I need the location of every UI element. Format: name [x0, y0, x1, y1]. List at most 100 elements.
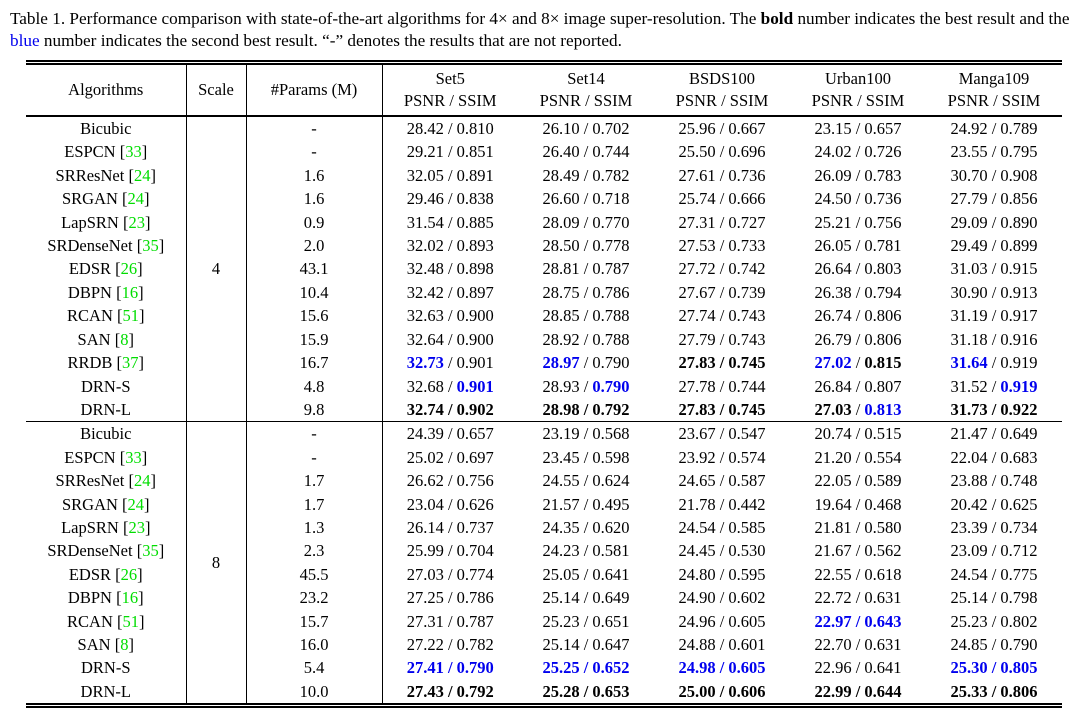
psnr-ssim-cell: 23.92 / 0.574	[654, 446, 790, 469]
ssim-value: 0.718	[592, 189, 630, 209]
algorithm-label: RRDB	[67, 353, 113, 373]
ssim-value: 0.770	[592, 212, 630, 232]
psnr-ssim-cell: 27.67 / 0.739	[654, 281, 790, 304]
params-value: -	[246, 445, 383, 470]
citation-link[interactable]: 24	[127, 494, 145, 514]
psnr-value: 29.21	[406, 142, 444, 162]
ssim-value: 0.733	[728, 236, 766, 256]
psnr-ssim-cell: 26.64 / 0.803	[790, 257, 926, 280]
caption-text-3: number indicates the second best result.…	[39, 31, 622, 51]
algorithm-name: RRDB [37]	[26, 351, 187, 375]
psnr-value: 22.70	[814, 634, 852, 654]
algorithm-name: SRGAN [24]	[26, 187, 187, 211]
psnr-ssim-cell: 25.99 / 0.704	[382, 539, 518, 562]
citation-link[interactable]: 26	[120, 259, 138, 279]
citation-link[interactable]: 24	[133, 165, 151, 185]
ssim-value: 0.574	[728, 447, 766, 467]
psnr-ssim-cell: 31.19 / 0.917	[926, 304, 1062, 327]
value-separator: /	[443, 588, 457, 608]
params-value: 1.7	[246, 492, 383, 516]
value-separator: /	[579, 541, 593, 561]
citation-link[interactable]: 33	[125, 142, 142, 162]
psnr-ssim-cell: 27.31 / 0.787	[382, 610, 518, 633]
ssim-value: 0.756	[456, 471, 494, 491]
psnr-ssim-cell: 28.93 / 0.790	[518, 375, 654, 398]
citation-link[interactable]: 35	[142, 541, 159, 561]
citation-link[interactable]: 24	[133, 471, 151, 491]
value-separator: /	[579, 424, 593, 444]
value-separator: /	[579, 376, 593, 396]
value-separator: /	[851, 517, 865, 537]
value-separator: /	[579, 681, 593, 701]
citation-link[interactable]: 33	[125, 447, 142, 467]
psnr-ssim-cell: 20.42 / 0.625	[926, 493, 1062, 516]
psnr-ssim-cell: 28.85 / 0.788	[518, 304, 654, 327]
psnr-ssim-cell: 23.15 / 0.657	[790, 116, 926, 140]
citation-link[interactable]: 23	[128, 517, 145, 537]
psnr-value: 25.30	[950, 658, 988, 678]
psnr-value: 27.61	[678, 165, 716, 185]
algorithm-label: SRResNet	[55, 471, 125, 491]
value-separator: /	[987, 399, 1001, 419]
value-separator: /	[987, 259, 1001, 279]
citation-link[interactable]: 51	[122, 611, 139, 631]
params-value: 16.7	[246, 351, 383, 375]
value-separator: /	[443, 658, 457, 678]
citation-link[interactable]: 51	[122, 306, 139, 326]
citation-link[interactable]: 8	[120, 634, 129, 654]
ssim-value: 0.568	[592, 424, 630, 444]
ssim-value: 0.893	[456, 236, 494, 256]
psnr-ssim-cell: 32.64 / 0.900	[382, 328, 518, 351]
ssim-value: 0.442	[728, 494, 766, 514]
value-separator: /	[579, 236, 593, 256]
psnr-ssim-cell: 24.85 / 0.790	[926, 633, 1062, 656]
metric-label: PSNR / SSIM	[403, 91, 497, 111]
value-separator: /	[715, 329, 729, 349]
psnr-value: 32.64	[406, 329, 444, 349]
psnr-value: 31.03	[950, 259, 988, 279]
psnr-value: 27.43	[406, 681, 444, 701]
ssim-value: 0.620	[592, 517, 630, 537]
citation-link[interactable]: 24	[127, 189, 145, 209]
citation-link[interactable]: 16	[121, 588, 139, 608]
psnr-value: 29.49	[950, 236, 988, 256]
ssim-value: 0.625	[1000, 494, 1038, 514]
value-separator: /	[851, 353, 865, 373]
params-value: 1.6	[246, 187, 383, 211]
algorithm-label: SRDenseNet	[47, 541, 133, 561]
value-separator: /	[443, 517, 457, 537]
psnr-value: 23.67	[678, 424, 716, 444]
ssim-value: 0.605	[728, 658, 766, 678]
ssim-value: 0.726	[864, 142, 902, 162]
citation-link[interactable]: 16	[121, 282, 139, 302]
value-separator: /	[579, 353, 593, 373]
ssim-value: 0.643	[864, 611, 902, 631]
ssim-value: 0.631	[864, 588, 902, 608]
dataset-name: Set5	[435, 68, 465, 88]
citation-link[interactable]: 37	[122, 353, 139, 373]
psnr-value: 27.53	[678, 236, 716, 256]
params-value: -	[246, 421, 383, 446]
table-caption: Table 1. Performance comparison with sta…	[10, 8, 1070, 52]
psnr-ssim-cell: 24.35 / 0.620	[518, 516, 654, 539]
value-separator: /	[987, 517, 1001, 537]
value-separator: /	[987, 681, 1001, 701]
psnr-value: 27.74	[678, 306, 716, 326]
table-row: SRResNet [24] 1.7 26.62 / 0.756 24.55 / 0.6…	[26, 469, 1062, 493]
ssim-value: 0.580	[864, 517, 902, 537]
citation-link[interactable]: 8	[120, 329, 129, 349]
psnr-value: 22.72	[814, 588, 852, 608]
table-row: Bicubic 4-28.42 / 0.810 26.10 / 0.702 25.96…	[26, 116, 1062, 423]
psnr-ssim-cell: 28.98 / 0.792	[518, 397, 654, 423]
citation-link[interactable]: 23	[128, 212, 145, 232]
psnr-ssim-cell: 27.79 / 0.743	[654, 328, 790, 351]
psnr-value: 31.18	[950, 329, 988, 349]
psnr-value: 25.14	[950, 588, 988, 608]
value-separator: /	[987, 119, 1001, 139]
psnr-ssim-cell: 27.61 / 0.736	[654, 164, 790, 187]
citation-link[interactable]: 26	[120, 564, 138, 584]
dataset-name: BSDS100	[688, 68, 756, 88]
ssim-value: 0.606	[728, 681, 766, 701]
citation-link[interactable]: 35	[142, 236, 159, 256]
psnr-value: 22.05	[814, 471, 852, 491]
